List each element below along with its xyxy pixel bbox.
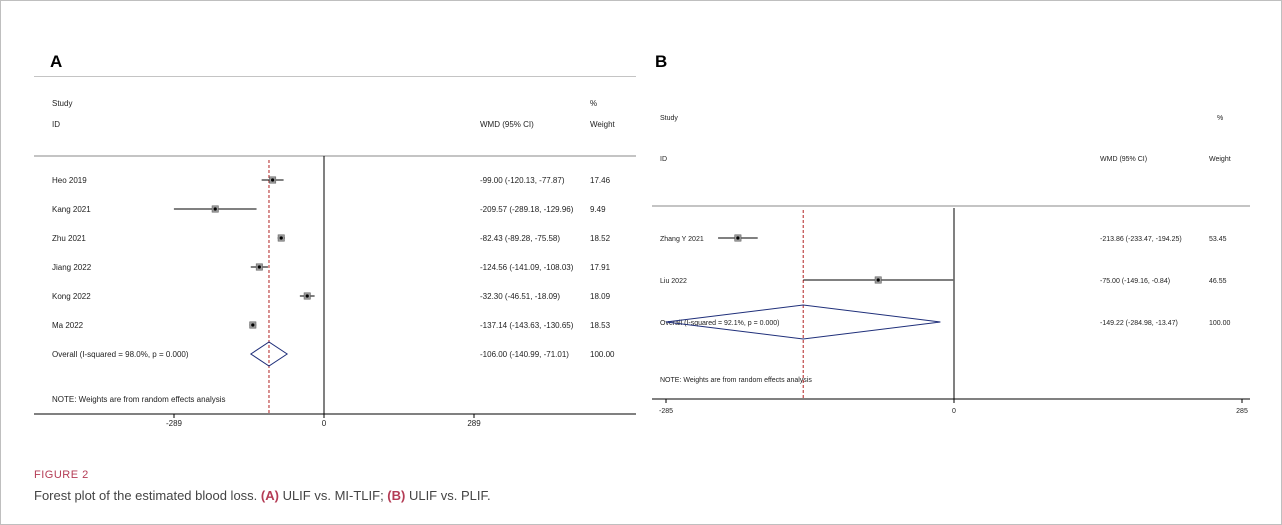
panel-a-x-tick-label: 0: [322, 419, 327, 428]
panel-a-weight-text: 9.49: [590, 205, 606, 214]
panel-a-weight-text: 17.46: [590, 176, 611, 185]
caption-a-tag: (A): [260, 488, 279, 503]
panel-a-study-label: Kang 2021: [52, 205, 91, 214]
panel-a-point-estimate: [305, 294, 309, 298]
panel-b-id-header: ID: [660, 156, 667, 163]
panel-b-overall-weight-text: 100.00: [1209, 320, 1231, 327]
panel-b-weight-text: 53.45: [1209, 236, 1227, 243]
panel-b-overall-diamond: [665, 304, 941, 340]
panel-b-effect-header: WMD (95% CI): [1100, 156, 1147, 163]
panel-b-ci-text: -213.86 (-233.47, -194.25): [1100, 236, 1182, 243]
panel-a-id-header: ID: [52, 120, 60, 129]
panel-a-weight-text: 18.09: [590, 292, 611, 301]
panel-a-point-estimate: [213, 207, 217, 211]
figure-caption: Forest plot of the estimated blood loss.…: [34, 488, 491, 503]
panel-b-x-tick-label: 0: [952, 408, 956, 415]
panel-a-point-estimate: [271, 178, 275, 182]
panel-a-note: NOTE: Weights are from random effects an…: [52, 395, 226, 404]
panel-a-pct-header: %: [590, 99, 597, 108]
forest-plot-b: Study ID WMD (95% CI) % Weight NOTE: Wei…: [652, 76, 1250, 436]
panel-b-overall-label: Overall (I-squared = 92.1%, p = 0.000): [660, 320, 779, 327]
caption-b-text: ULIF vs. PLIF.: [405, 488, 491, 503]
panel-a-ci-text: -99.00 (-120.13, -77.87): [480, 176, 565, 185]
panel-b-point-estimate: [736, 236, 740, 240]
panel-b-study-header: Study: [660, 115, 678, 122]
panel-b-x-tick-label: 285: [1236, 408, 1248, 415]
panel-a-x-tick-label: 289: [467, 419, 481, 428]
panel-a-point-estimate: [279, 236, 283, 240]
panel-a-overall-diamond: [249, 341, 289, 367]
panel-a-study-label: Heo 2019: [52, 176, 87, 185]
panel-a-effect-header: WMD (95% CI): [480, 120, 534, 129]
caption-a-text: ULIF vs. MI-TLIF;: [278, 488, 388, 503]
panel-b-study-label: Liu 2022: [660, 278, 687, 285]
panel-a-point-estimate: [257, 265, 261, 269]
panel-a-point-estimate: [251, 323, 255, 327]
panel-b-weight-text: 46.55: [1209, 278, 1227, 285]
panel-a-marks: Heo 2019 -99.00 (-120.13, -77.87) 17.46 Kan…: [52, 156, 615, 428]
panel-b-letter: B: [655, 52, 668, 71]
panel-a-weight-text: 18.53: [590, 321, 611, 330]
panel-a-study-label: Zhu 2021: [52, 234, 86, 243]
panel-b-note: NOTE: Weights are from random effects an…: [660, 377, 812, 384]
panel-a-ci-text: -32.30 (-46.51, -18.09): [480, 292, 560, 301]
panel-a-letter: A: [50, 52, 63, 71]
panel-b-point-estimate: [876, 278, 880, 282]
panel-a-study-label: Jiang 2022: [52, 263, 92, 272]
panel-a-ci-text: -137.14 (-143.63, -130.65): [480, 321, 574, 330]
forest-plot-a-svg: Study ID WMD (95% CI) % Weight NOTE: Wei…: [34, 75, 636, 428]
panel-a-overall-ci-text: -106.00 (-140.99, -71.01): [480, 350, 569, 359]
caption-b-tag: (B): [387, 488, 406, 503]
panel-a-study-label: Kong 2022: [52, 292, 91, 301]
panel-b-marks: Zhang Y 2021 -213.86 (-233.47, -194.25) 53…: [659, 208, 1248, 415]
panel-b-pct-header: %: [1217, 115, 1223, 122]
panel-a-weight-text: 17.91: [590, 263, 611, 272]
panel-a-overall-label: Overall (I-squared = 98.0%, p = 0.000): [52, 350, 189, 359]
panel-b-study-label: Zhang Y 2021: [660, 236, 704, 243]
panel-a-weight-text: 18.52: [590, 234, 611, 243]
panel-a-ci-text: -209.57 (-289.18, -129.96): [480, 205, 574, 214]
figure-label: FIGURE 2: [34, 469, 89, 481]
panel-b-overall-ci-text: -149.22 (-284.98, -13.47): [1100, 320, 1178, 327]
caption-text-start: Forest plot of the estimated blood loss.: [34, 488, 261, 503]
panel-a-weight-header: Weight: [590, 120, 616, 129]
panel-a-ci-text: -82.43 (-89.28, -75.58): [480, 234, 560, 243]
panel-a-study-label: Ma 2022: [52, 321, 84, 330]
panel-b-weight-header: Weight: [1209, 156, 1231, 163]
panel-a-x-tick-label: -289: [166, 419, 183, 428]
forest-plot-b-svg: Study ID WMD (95% CI) % Weight NOTE: Wei…: [652, 115, 1250, 415]
panel-a-study-header: Study: [52, 99, 72, 108]
panel-a-overall-weight-text: 100.00: [590, 350, 615, 359]
panel-b-x-tick-label: -285: [659, 408, 673, 415]
panel-b-ci-text: -75.00 (-149.16, -0.84): [1100, 278, 1170, 285]
panel-a-ci-text: -124.56 (-141.09, -108.03): [480, 263, 574, 272]
forest-plot-a: Study ID WMD (95% CI) % Weight NOTE: Wei…: [34, 75, 636, 436]
